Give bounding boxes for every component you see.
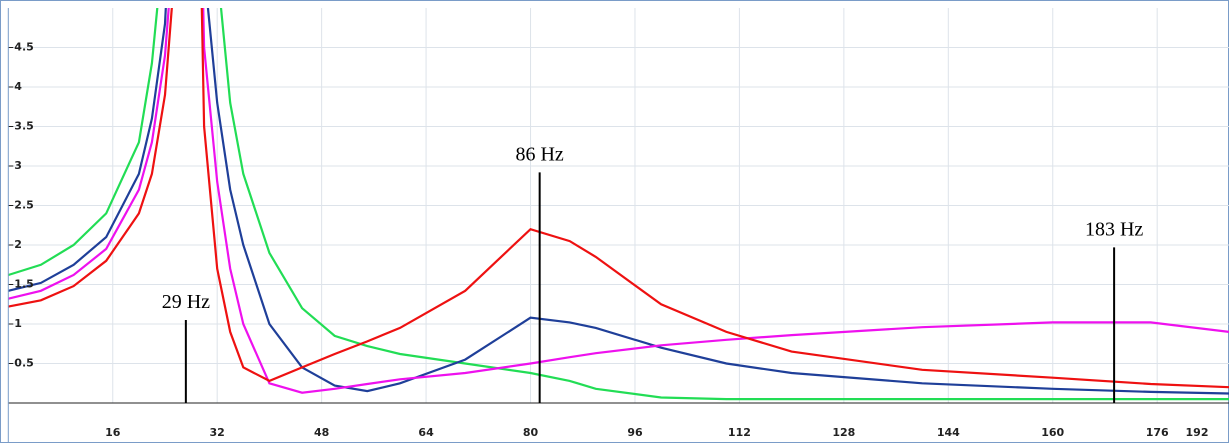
x-tick-label: 96 <box>627 426 643 439</box>
y-tick-label: 0.5 <box>14 357 34 370</box>
x-tick-label: 16 <box>105 426 121 439</box>
annotation-label: 183 Hz <box>1085 218 1143 240</box>
y-tick-label: 2.5 <box>14 199 34 212</box>
y-tick-label: 3.5 <box>14 120 34 133</box>
y-tick-label: 2 <box>14 238 22 251</box>
y-tick-label: 1.5 <box>14 278 34 291</box>
x-tick-label: 112 <box>728 426 751 439</box>
y-tick-label: 4.5 <box>14 41 34 54</box>
annotation-label: 86 Hz <box>515 143 563 165</box>
x-tick-label: 144 <box>937 426 960 439</box>
x-tick-label: 176 <box>1146 426 1169 439</box>
x-tick-label: 160 <box>1041 426 1064 439</box>
y-tick-label: 3 <box>14 159 22 172</box>
series-line <box>8 8 1229 389</box>
annotation-label: 29 Hz <box>162 291 210 313</box>
x-tick-label: 128 <box>832 426 855 439</box>
y-tick-label: 4 <box>14 80 22 93</box>
x-tick-label: 80 <box>523 426 539 439</box>
x-tick-label: 32 <box>210 426 225 439</box>
series-line <box>8 8 1229 401</box>
y-tick-label: 1 <box>14 317 22 330</box>
x-tick-label: 48 <box>314 426 329 439</box>
x-tick-label: 192 <box>1186 426 1209 439</box>
x-tick-label: 64 <box>418 426 434 439</box>
